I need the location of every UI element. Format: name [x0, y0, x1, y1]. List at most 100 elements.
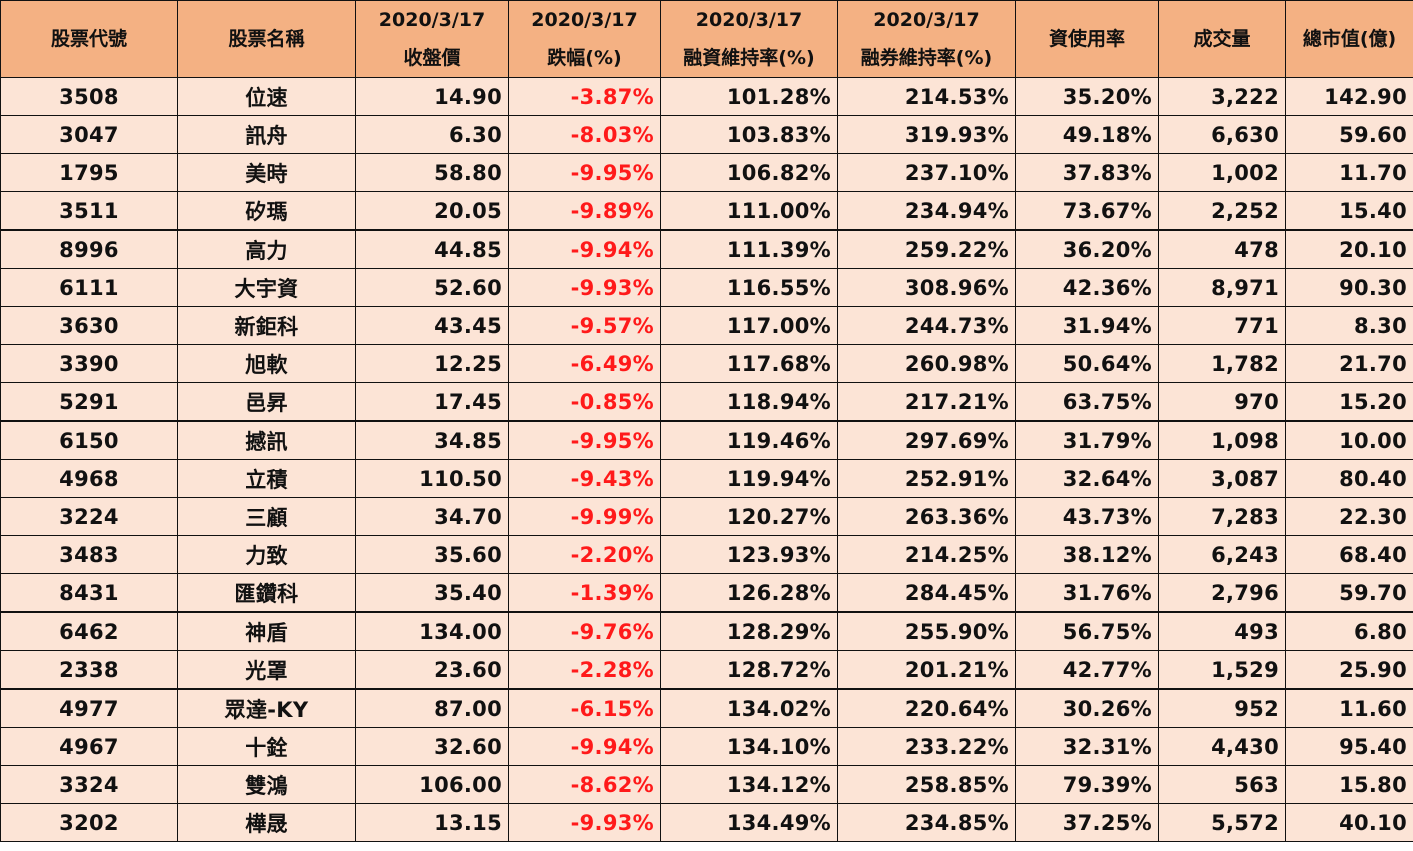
table-row: 6462 神盾 134.00 -9.76% 128.29% 255.90% 56.75% 49…	[0, 611, 1413, 651]
header-label: 2020/3/17	[531, 9, 638, 31]
cell-margin-maintenance: 120.27%	[660, 497, 838, 536]
cell-margin-usage: 73.67%	[1015, 191, 1159, 231]
cell-stock-code: 3390	[0, 344, 178, 383]
cell-close-price: 32.60	[355, 727, 509, 766]
cell-short-maintenance: 284.45%	[837, 573, 1016, 613]
cell-stock-code: 4977	[0, 688, 178, 728]
cell-drop-pct: -8.62%	[508, 765, 661, 804]
cell-stock-name: 旭軟	[177, 344, 356, 383]
cell-stock-name: 邑昇	[177, 382, 356, 422]
cell-margin-maintenance: 103.83%	[660, 115, 838, 154]
table-row: 8996 高力 44.85 -9.94% 111.39% 259.22% 36.20% 478…	[0, 229, 1413, 269]
cell-volume: 7,283	[1158, 497, 1286, 536]
cell-stock-code: 8431	[0, 573, 178, 613]
header-sublabel: 跌幅(%)	[547, 47, 622, 69]
cell-margin-usage: 50.64%	[1015, 344, 1159, 383]
cell-margin-maintenance: 119.46%	[660, 420, 838, 460]
cell-margin-maintenance: 134.49%	[660, 803, 838, 842]
cell-close-price: 87.00	[355, 688, 509, 728]
cell-market-cap: 95.40	[1285, 727, 1413, 766]
cell-margin-maintenance: 117.00%	[660, 306, 838, 345]
cell-short-maintenance: 308.96%	[837, 268, 1016, 307]
cell-close-price: 14.90	[355, 77, 509, 116]
cell-drop-pct: -9.76%	[508, 611, 661, 651]
cell-close-price: 34.70	[355, 497, 509, 536]
cell-short-maintenance: 214.53%	[837, 77, 1016, 116]
cell-market-cap: 22.30	[1285, 497, 1413, 536]
table-row: 3508 位速 14.90 -3.87% 101.28% 214.53% 35.20% 3,2…	[0, 77, 1413, 116]
cell-close-price: 12.25	[355, 344, 509, 383]
cell-drop-pct: -9.43%	[508, 459, 661, 498]
header-label: 股票代號	[50, 27, 127, 50]
cell-margin-usage: 42.36%	[1015, 268, 1159, 307]
cell-stock-code: 3483	[0, 535, 178, 574]
header-label: 2020/3/17	[378, 9, 486, 31]
cell-stock-name: 訊舟	[177, 115, 356, 154]
cell-close-price: 34.85	[355, 420, 509, 460]
table-row: 3511 矽瑪 20.05 -9.89% 111.00% 234.94% 73.67% 2,2…	[0, 191, 1413, 231]
cell-stock-code: 8996	[0, 229, 178, 269]
cell-market-cap: 20.10	[1285, 229, 1413, 269]
cell-margin-maintenance: 119.94%	[660, 459, 838, 498]
cell-stock-code: 3202	[0, 803, 178, 842]
cell-stock-name: 位速	[177, 77, 356, 116]
cell-close-price: 43.45	[355, 306, 509, 345]
cell-stock-code: 4967	[0, 727, 178, 766]
cell-close-price: 134.00	[355, 611, 509, 651]
table-row: 3630 新鉅科 43.45 -9.57% 117.00% 244.73% 31.94% 77…	[0, 306, 1413, 345]
cell-margin-usage: 79.39%	[1015, 765, 1159, 804]
cell-close-price: 13.15	[355, 803, 509, 842]
cell-short-maintenance: 234.94%	[837, 191, 1016, 231]
cell-market-cap: 10.00	[1285, 420, 1413, 460]
cell-margin-usage: 49.18%	[1015, 115, 1159, 154]
header-sublabel: 收盤價	[403, 47, 461, 69]
cell-margin-usage: 42.77%	[1015, 650, 1159, 690]
header-label: 2020/3/17	[873, 9, 980, 31]
cell-drop-pct: -2.28%	[508, 650, 661, 690]
cell-margin-usage: 56.75%	[1015, 611, 1159, 651]
cell-stock-code: 3324	[0, 765, 178, 804]
cell-margin-usage: 43.73%	[1015, 497, 1159, 536]
cell-margin-usage: 35.20%	[1015, 77, 1159, 116]
cell-volume: 2,252	[1158, 191, 1286, 231]
cell-market-cap: 6.80	[1285, 611, 1413, 651]
cell-stock-name: 新鉅科	[177, 306, 356, 345]
cell-volume: 6,243	[1158, 535, 1286, 574]
cell-volume: 1,782	[1158, 344, 1286, 383]
header-label: 2020/3/17	[695, 9, 803, 31]
cell-drop-pct: -9.99%	[508, 497, 661, 536]
cell-stock-name: 美時	[177, 153, 356, 192]
table-row: 6150 撼訊 34.85 -9.95% 119.46% 297.69% 31.79% 1,0…	[0, 420, 1413, 460]
header-stock-code: 股票代號	[0, 0, 178, 78]
cell-short-maintenance: 255.90%	[837, 611, 1016, 651]
cell-stock-code: 4968	[0, 459, 178, 498]
cell-drop-pct: -9.57%	[508, 306, 661, 345]
header-label: 成交量	[1193, 27, 1251, 50]
cell-short-maintenance: 214.25%	[837, 535, 1016, 574]
cell-market-cap: 21.70	[1285, 344, 1413, 383]
cell-volume: 970	[1158, 382, 1286, 422]
cell-close-price: 17.45	[355, 382, 509, 422]
cell-close-price: 23.60	[355, 650, 509, 690]
cell-close-price: 52.60	[355, 268, 509, 307]
cell-stock-code: 1795	[0, 153, 178, 192]
cell-stock-code: 3047	[0, 115, 178, 154]
cell-market-cap: 40.10	[1285, 803, 1413, 842]
cell-volume: 1,529	[1158, 650, 1286, 690]
cell-close-price: 35.40	[355, 573, 509, 613]
cell-short-maintenance: 297.69%	[837, 420, 1016, 460]
cell-drop-pct: -1.39%	[508, 573, 661, 613]
cell-close-price: 6.30	[355, 115, 509, 154]
header-stock-name: 股票名稱	[177, 0, 356, 78]
cell-margin-usage: 32.64%	[1015, 459, 1159, 498]
header-close-price: 2020/3/17 收盤價	[355, 0, 509, 78]
cell-volume: 2,796	[1158, 573, 1286, 613]
cell-short-maintenance: 252.91%	[837, 459, 1016, 498]
cell-drop-pct: -9.93%	[508, 268, 661, 307]
header-margin-usage: 資使用率	[1015, 0, 1159, 78]
cell-stock-code: 6462	[0, 611, 178, 651]
cell-margin-maintenance: 116.55%	[660, 268, 838, 307]
table-row: 4977 眾達-KY 87.00 -6.15% 134.02% 220.64% 30.26%…	[0, 688, 1413, 728]
cell-short-maintenance: 234.85%	[837, 803, 1016, 842]
